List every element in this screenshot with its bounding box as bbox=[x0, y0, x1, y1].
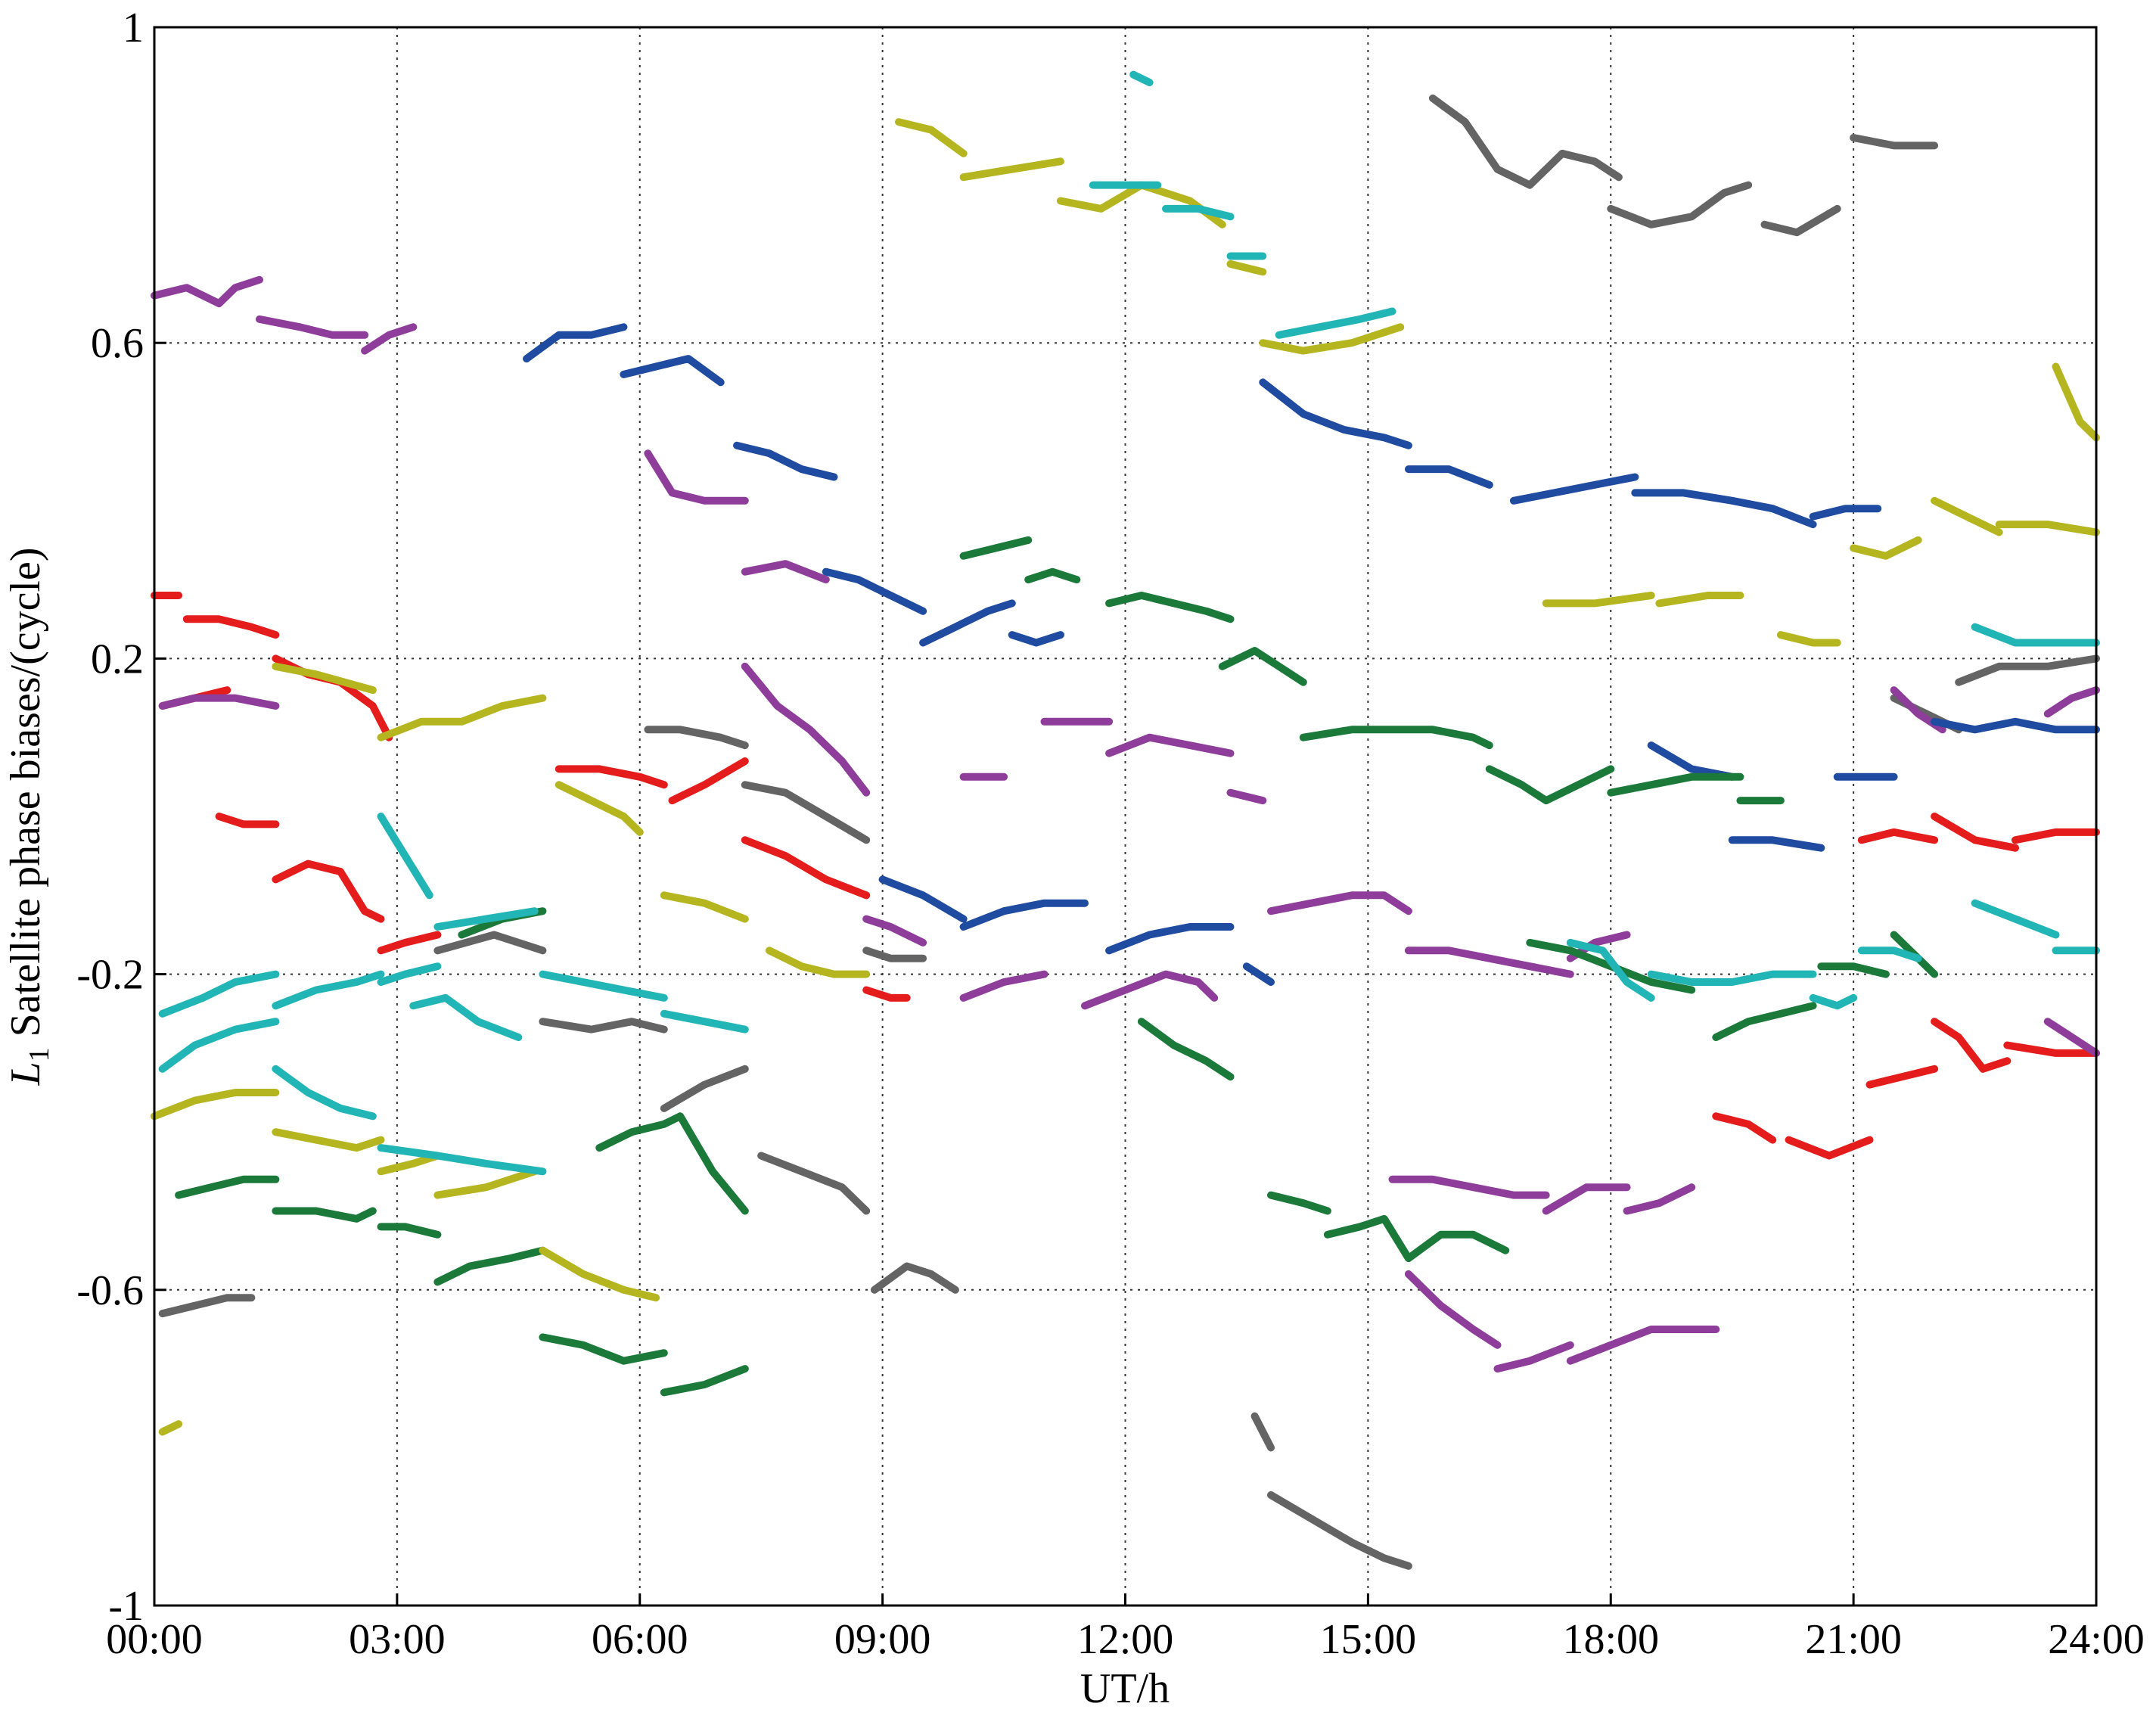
plot-area bbox=[151, 70, 2100, 1570]
y-axis-label: L1 Satellite phase biases/(cycle) bbox=[2, 548, 55, 1086]
series-track bbox=[158, 94, 2100, 1570]
series-track bbox=[151, 275, 2100, 1373]
x-tick-label: 12:00 bbox=[1077, 1616, 1174, 1663]
series-track bbox=[175, 536, 1939, 1397]
x-tick-label: 24:00 bbox=[2048, 1616, 2145, 1663]
y-tick-label: 1 bbox=[123, 5, 144, 51]
plot-frame bbox=[153, 26, 2098, 1607]
x-tick-label: 18:00 bbox=[1562, 1616, 1659, 1663]
y-tick-label: -0.2 bbox=[76, 952, 144, 999]
x-tick-label: 03:00 bbox=[349, 1616, 446, 1663]
y-axis-label-symbol: L bbox=[2, 1062, 49, 1086]
grid bbox=[154, 26, 2097, 1606]
x-tick-label: 06:00 bbox=[592, 1616, 688, 1663]
y-axis-label-text: Satellite phase biases/(cycle) bbox=[2, 548, 49, 1037]
axes: 00:00 03:00 06:00 09:00 12:00 15:00 18:00 21:00… bbox=[76, 5, 2144, 1663]
y-tick-label: -0.6 bbox=[76, 1267, 144, 1314]
x-tick-label: 15:00 bbox=[1320, 1616, 1417, 1663]
y-tick-label: 0.2 bbox=[91, 636, 144, 682]
x-tick-label: 00:00 bbox=[106, 1616, 203, 1663]
y-axis-label-subscript: 1 bbox=[23, 1047, 55, 1062]
x-tick-label: 09:00 bbox=[834, 1616, 931, 1663]
y-tick-label: -1 bbox=[108, 1583, 144, 1630]
series-track bbox=[523, 323, 2100, 986]
x-tick-label: 21:00 bbox=[1805, 1616, 1902, 1663]
series-track bbox=[158, 70, 2100, 1176]
x-axis-label: UT/h bbox=[1080, 1665, 1170, 1712]
y-tick-label: 0.6 bbox=[91, 320, 144, 367]
